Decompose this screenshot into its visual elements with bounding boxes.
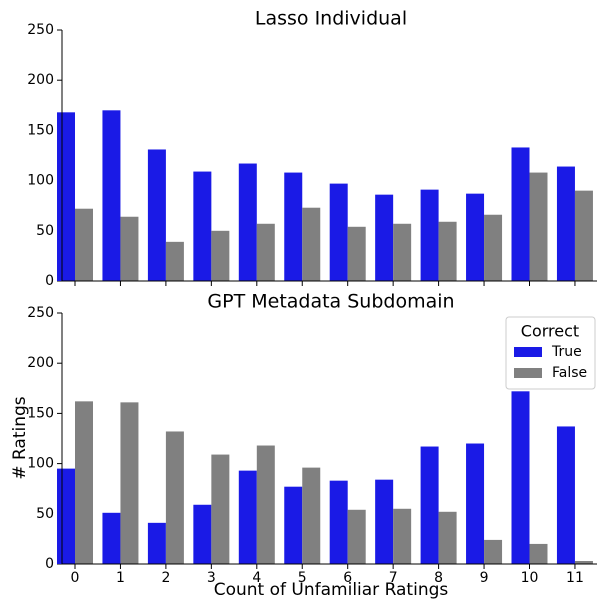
chart-title: Lasso Individual	[255, 8, 407, 30]
bar	[347, 509, 366, 564]
bar	[420, 446, 439, 564]
bar	[120, 402, 139, 564]
bar	[375, 194, 394, 281]
y-tick-label: 50	[36, 506, 54, 522]
x-tick-label: 5	[298, 570, 307, 586]
bar	[256, 445, 275, 564]
bar	[375, 479, 394, 564]
bar	[347, 226, 366, 281]
bar	[147, 522, 166, 564]
bar	[466, 443, 485, 564]
bar	[393, 223, 412, 281]
y-tick-label: 100	[27, 173, 54, 189]
bar	[329, 480, 348, 564]
y-tick-label: 200	[27, 355, 54, 371]
bar	[302, 467, 321, 564]
bar	[556, 166, 575, 281]
bar	[256, 223, 275, 281]
y-tick-label: 100	[27, 456, 54, 472]
chart-title: GPT Metadata Subdomain	[207, 291, 454, 313]
bar	[165, 431, 184, 564]
x-tick-label: 10	[521, 570, 539, 586]
x-tick-label: 2	[161, 570, 170, 586]
bar	[102, 512, 121, 564]
bar	[75, 401, 93, 564]
bar	[484, 214, 503, 281]
bar	[302, 207, 321, 281]
bar	[393, 508, 412, 564]
legend-swatch	[514, 347, 542, 357]
y-tick-label: 50	[36, 223, 54, 239]
bar	[284, 172, 303, 281]
x-tick-label: 7	[389, 570, 398, 586]
x-tick-label: 1	[116, 570, 125, 586]
y-axis-label: # Ratings	[10, 396, 30, 479]
bar	[193, 504, 212, 564]
bar	[438, 511, 457, 564]
bar	[529, 543, 548, 564]
bar	[284, 486, 303, 564]
bar	[511, 391, 530, 564]
bar	[193, 171, 212, 281]
legend-title: Correct	[521, 322, 579, 341]
bar	[57, 468, 75, 564]
y-tick-label: 200	[27, 72, 54, 88]
bar	[329, 183, 348, 281]
y-tick-label: 150	[27, 405, 54, 421]
bar	[420, 189, 439, 281]
y-tick-label: 250	[27, 305, 54, 321]
bar	[511, 147, 530, 281]
bar	[574, 190, 593, 281]
bar	[211, 454, 230, 564]
x-axis-label: Count of Unfamiliar Ratings	[214, 580, 449, 600]
y-tick-label: 0	[45, 273, 54, 289]
bar	[75, 208, 93, 281]
x-tick-label: 0	[71, 570, 80, 586]
x-tick-label: 9	[480, 570, 489, 586]
bar	[102, 110, 121, 281]
x-tick-label: 8	[434, 570, 443, 586]
y-tick-label: 0	[45, 556, 54, 572]
bar	[466, 193, 485, 281]
bar	[529, 172, 548, 281]
bar	[147, 149, 166, 281]
y-tick-label: 150	[27, 122, 54, 138]
bar	[238, 163, 257, 281]
x-tick-label: 11	[566, 570, 584, 586]
legend-label: False	[552, 365, 587, 381]
bar	[484, 539, 503, 564]
bar	[120, 216, 139, 281]
bar	[556, 426, 575, 564]
bar	[574, 560, 593, 564]
x-tick-label: 3	[207, 570, 216, 586]
bar	[57, 112, 75, 281]
bar	[438, 221, 457, 281]
bar	[165, 241, 184, 281]
x-tick-label: 6	[343, 570, 352, 586]
x-tick-label: 4	[252, 570, 261, 586]
bar	[238, 470, 257, 564]
y-tick-label: 250	[27, 22, 54, 38]
bar	[211, 230, 230, 281]
legend-label: True	[551, 344, 582, 360]
legend-swatch	[514, 368, 542, 378]
